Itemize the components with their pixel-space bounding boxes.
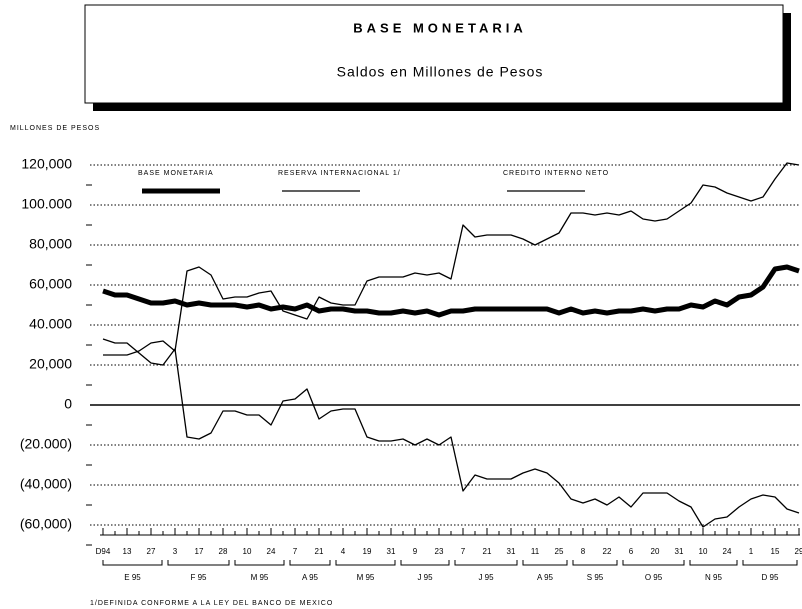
- x-tick-label: 22: [603, 547, 612, 556]
- x-group-bracket: [454, 560, 518, 566]
- x-group-bracket: [400, 560, 450, 566]
- x-group-label: A 95: [302, 573, 319, 582]
- x-tick-label: D94: [96, 547, 111, 556]
- x-group-bracket: [289, 560, 331, 566]
- x-tick-label: 31: [507, 547, 516, 556]
- x-group-label: F 95: [190, 573, 207, 582]
- x-tick-label: 24: [267, 547, 276, 556]
- x-group-label: S 95: [587, 573, 604, 582]
- x-group-bracket: [102, 560, 163, 566]
- x-tick-label: 25: [555, 547, 564, 556]
- legend-label: CREDITO INTERNO NETO: [503, 170, 609, 177]
- x-tick-label: 4: [341, 547, 346, 556]
- x-tick-label: 19: [363, 547, 372, 556]
- y-tick-label: 0: [64, 396, 72, 412]
- y-tick-label: 60,000: [29, 276, 72, 292]
- y-tick-label: 100.000: [21, 196, 72, 212]
- x-group-bracket: [234, 560, 285, 566]
- y-tick-label: 40.000: [29, 316, 72, 332]
- y-tick-label: (40,000): [20, 476, 72, 492]
- x-tick-label: 8: [581, 547, 586, 556]
- x-tick-label: 15: [771, 547, 780, 556]
- x-group-bracket: [622, 560, 685, 566]
- x-group-label: N 95: [705, 573, 722, 582]
- y-tick-label: 120,000: [21, 156, 72, 172]
- x-tick-label: 10: [243, 547, 252, 556]
- x-group-label: A 95: [537, 573, 554, 582]
- x-tick-label: 28: [219, 547, 228, 556]
- footnote: 1/DEFINIDA CONFORME A LA LEY DEL BANCO D…: [90, 600, 333, 607]
- x-tick-label: 3: [173, 547, 178, 556]
- y-tick-label: 80,000: [29, 236, 72, 252]
- x-group-label: M 95: [357, 573, 375, 582]
- x-group-label: J 95: [417, 573, 433, 582]
- x-tick-label: 17: [195, 547, 204, 556]
- series-line: [102, 338, 800, 528]
- x-tick-label: 29: [795, 547, 802, 556]
- y-tick-label: (20.000): [20, 436, 72, 452]
- x-group-label: J 95: [478, 573, 494, 582]
- x-tick-label: 21: [483, 547, 492, 556]
- x-group-label: E 95: [124, 573, 141, 582]
- x-tick-label: 7: [293, 547, 298, 556]
- series-line: [102, 264, 800, 318]
- x-group-bracket: [167, 560, 230, 566]
- x-group-bracket: [572, 560, 618, 566]
- legend-label: RESERVA INTERNACIONAL 1/: [278, 170, 401, 177]
- x-tick-label: 11: [531, 547, 540, 556]
- y-tick-label: 20,000: [29, 356, 72, 372]
- x-tick-label: 7: [461, 547, 466, 556]
- legend-label: BASE MONETARIA: [138, 170, 214, 177]
- x-group-label: D 95: [762, 573, 779, 582]
- x-group-bracket: [522, 560, 568, 566]
- y-axis-label: MILLONES DE PESOS: [10, 125, 100, 132]
- x-tick-label: 27: [147, 547, 156, 556]
- series-line: [103, 162, 800, 356]
- x-tick-label: 9: [413, 547, 418, 556]
- x-tick-label: 1: [749, 547, 754, 556]
- chart-subtitle: Saldos en Millones de Pesos: [337, 64, 544, 80]
- y-tick-label: (60,000): [20, 516, 72, 532]
- x-group-bracket: [742, 560, 798, 566]
- title-box: [84, 4, 784, 104]
- chart-title: BASE MONETARIA: [353, 20, 526, 35]
- x-tick-label: 6: [629, 547, 634, 556]
- x-group-bracket: [689, 560, 738, 566]
- x-group-label: M 95: [251, 573, 269, 582]
- x-tick-label: 13: [123, 547, 132, 556]
- x-tick-label: 31: [387, 547, 396, 556]
- x-group-label: O 95: [645, 573, 663, 582]
- x-tick-label: 31: [675, 547, 684, 556]
- x-tick-label: 20: [651, 547, 660, 556]
- x-tick-label: 21: [315, 547, 324, 556]
- x-tick-label: 23: [435, 547, 444, 556]
- x-tick-label: 10: [699, 547, 708, 556]
- x-tick-label: 24: [723, 547, 732, 556]
- x-group-bracket: [335, 560, 396, 566]
